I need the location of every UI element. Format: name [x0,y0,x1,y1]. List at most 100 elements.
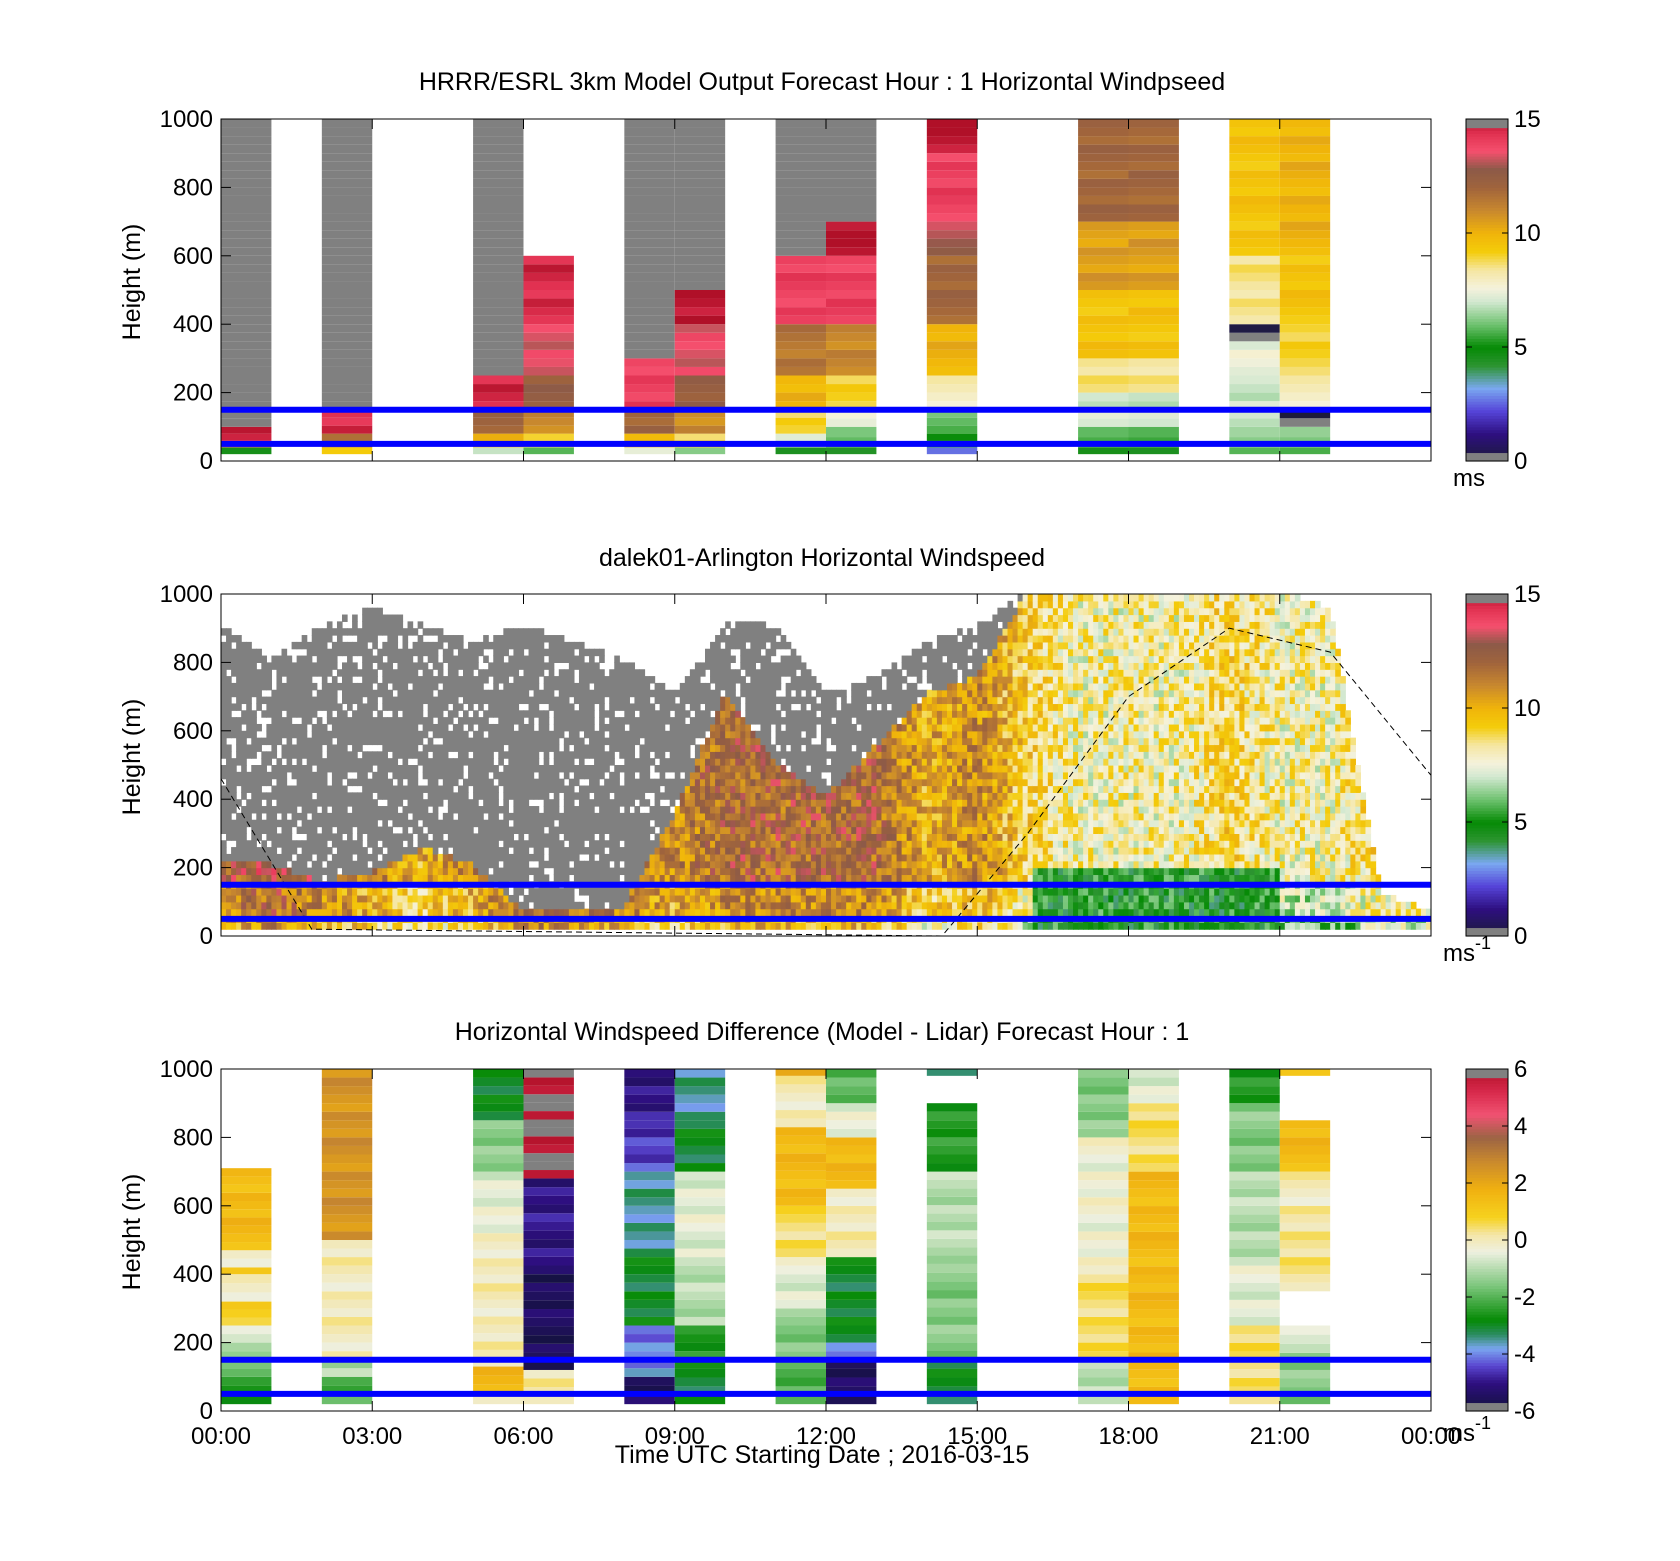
heatmap-cell [261,778,267,787]
heatmap-cell [326,901,333,910]
heatmap-cell [427,723,434,732]
colorbar-segment [1466,358,1508,362]
heatmap-cell [669,689,676,698]
heatmap-cell [468,894,474,903]
heatmap-cell [231,833,237,841]
heatmap-cell [367,648,373,657]
heatmap-cell [614,682,620,691]
heatmap-cell [584,696,590,705]
heatmap-cell [548,826,555,834]
heatmap-cell [553,730,560,739]
heatmap-cell [336,853,343,862]
heatmap-cell [584,730,590,739]
heatmap-cell [336,682,343,691]
heatmap-cell [710,730,716,739]
heatmap-cell [457,662,464,670]
heatmap-cell [750,806,757,814]
heatmap-cell [538,922,545,930]
heatmap-cell [362,710,368,718]
heatmap-cell [609,723,615,732]
heatmap-cell [523,812,530,821]
heatmap-cell [604,894,610,903]
heatmap-cell [730,819,736,828]
heatmap-cell [286,847,293,855]
heatmap-cell [226,778,232,787]
heatmap-cell [246,696,252,705]
heatmap-cell [785,669,792,677]
heatmap-cell [624,127,675,137]
heatmap-cell [578,908,585,917]
heatmap-cell [644,888,651,896]
heatmap-cell [780,799,787,807]
heatmap-cell [427,628,434,636]
heatmap-cell [800,894,807,903]
heatmap-cell [684,676,691,684]
heatmap-cell [740,648,746,657]
heatmap-cell [619,703,625,711]
heatmap-cell [321,324,373,333]
heatmap-cell [372,758,378,766]
heatmap-cell [679,867,686,876]
heatmap-cell [1128,409,1179,419]
heatmap-cell [664,696,671,705]
heatmap-cell [281,662,288,670]
heatmap-cell [523,366,574,376]
heatmap-cell [226,853,232,862]
colorbar-segment [1466,384,1508,388]
heatmap-cell [694,765,701,773]
heatmap-cell [568,710,575,718]
heatmap-cell [740,641,746,650]
heatmap-cell [422,888,429,896]
heatmap-cell [599,874,605,882]
heatmap-cell [826,315,877,325]
heatmap-cell [321,144,373,154]
heatmap-cell [740,819,746,828]
heatmap-cell [578,799,585,807]
heatmap-cell [563,922,570,930]
heatmap-cell [362,628,368,636]
heatmap-cell [266,819,273,828]
heatmap-cell [442,888,449,896]
heatmap-cell [669,840,676,848]
heatmap-cell [745,648,751,657]
heatmap-cell [674,315,726,325]
heatmap-cell [281,778,288,787]
heatmap-cell [221,204,272,214]
heatmap-cell [331,806,338,814]
heatmap-cell [780,717,787,725]
heatmap-cell [372,888,378,896]
heatmap-cell [533,682,540,691]
heatmap-cell [755,894,762,903]
heatmap-cell [326,812,333,821]
heatmap-cell [644,744,651,752]
heatmap-cell [689,737,696,746]
heatmap-cell [745,819,751,828]
heatmap-cell [437,744,444,752]
heatmap-cell [740,812,746,821]
heatmap-cell [614,744,620,752]
heatmap-cell [488,641,494,650]
heatmap-cell [221,628,227,636]
heatmap-cell [790,922,797,930]
heatmap-cell [291,908,298,917]
heatmap-cell [1229,204,1280,214]
heatmap-cell [402,703,409,711]
colorbar-segment [1466,136,1508,140]
heatmap-cell [321,178,373,188]
heatmap-cell [684,751,691,759]
heatmap-cell [553,792,560,800]
heatmap-cell [538,792,545,800]
heatmap-cell [765,710,772,718]
heatmap-cell [1128,358,1179,367]
heatmap-cell [624,170,675,179]
heatmap-cell [357,689,363,698]
heatmap-cell [311,682,318,691]
heatmap-cell [316,765,323,773]
heatmap-cell [770,703,777,711]
heatmap-cell [447,730,454,739]
heatmap-cell [629,682,636,691]
heatmap-cell [553,826,560,834]
heatmap-cell [321,689,328,698]
heatmap-cell [276,676,283,684]
heatmap-cell [553,778,560,787]
